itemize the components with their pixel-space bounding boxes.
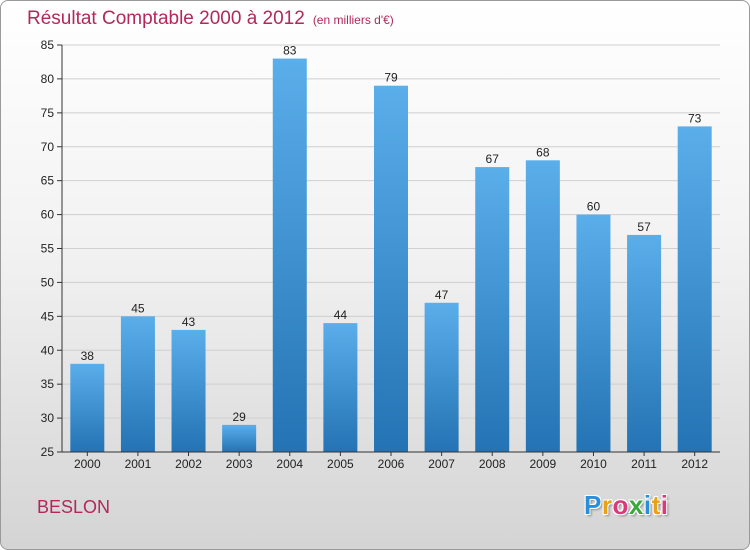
x-tick-label-2006: 2006 bbox=[378, 457, 405, 471]
x-tick-label-2004: 2004 bbox=[276, 457, 303, 471]
y-tick-label: 65 bbox=[41, 174, 55, 188]
logo-letter: r bbox=[601, 490, 613, 520]
value-label-2009: 68 bbox=[536, 145, 550, 159]
value-label-2004: 83 bbox=[283, 44, 297, 58]
x-tick-label-2000: 2000 bbox=[74, 457, 101, 471]
commune-name: BESLON bbox=[37, 497, 111, 517]
value-label-2002: 43 bbox=[182, 315, 196, 329]
bar-2001[interactable] bbox=[120, 316, 155, 452]
value-label-2007: 47 bbox=[435, 288, 449, 302]
bar-2003[interactable] bbox=[222, 424, 257, 452]
bar-2011[interactable] bbox=[627, 234, 662, 452]
y-tick-label: 60 bbox=[41, 208, 55, 222]
x-tick-label-2002: 2002 bbox=[175, 457, 202, 471]
value-label-2006: 79 bbox=[384, 71, 398, 85]
bars: 38 45 43 29 83 44 79 47 67 68 60 57 73 bbox=[70, 44, 712, 453]
value-label-2012: 73 bbox=[688, 111, 702, 125]
bar-2005[interactable] bbox=[323, 323, 358, 452]
logo-letter: P bbox=[584, 490, 602, 520]
value-label-2000: 38 bbox=[81, 349, 95, 363]
logo-letter: i bbox=[643, 490, 652, 520]
y-tick-label: 30 bbox=[41, 411, 55, 425]
bar-2004[interactable] bbox=[272, 58, 307, 453]
logo-letter: o bbox=[612, 490, 629, 520]
bar-2009[interactable] bbox=[525, 160, 560, 453]
logo-letter: x bbox=[628, 490, 644, 520]
y-tick-label: 70 bbox=[41, 140, 55, 154]
value-label-2003: 29 bbox=[232, 410, 246, 424]
bar-2012[interactable] bbox=[677, 126, 712, 453]
bar-2002[interactable] bbox=[171, 329, 206, 452]
y-tick-label: 35 bbox=[41, 377, 55, 391]
y-tick-label: 75 bbox=[41, 106, 55, 120]
bar-2007[interactable] bbox=[424, 302, 459, 452]
bar-2006[interactable] bbox=[374, 85, 408, 452]
x-tick-label-2003: 2003 bbox=[226, 457, 253, 471]
x-tick-label-2007: 2007 bbox=[428, 457, 455, 471]
y-tick-label: 40 bbox=[41, 343, 55, 357]
value-label-2008: 67 bbox=[486, 152, 500, 166]
value-label-2011: 57 bbox=[637, 220, 651, 234]
value-label-2010: 60 bbox=[587, 200, 601, 214]
x-tick-label-2001: 2001 bbox=[125, 457, 152, 471]
chart-unit: (en milliers d'€) bbox=[312, 13, 394, 27]
bar-2010[interactable] bbox=[576, 214, 611, 452]
logo-letter: i bbox=[660, 490, 669, 520]
x-tick-label-2009: 2009 bbox=[529, 457, 556, 471]
y-tick-label: 45 bbox=[41, 309, 55, 323]
x-tick-label-2010: 2010 bbox=[580, 457, 607, 471]
x-tick-label-2011: 2011 bbox=[631, 457, 657, 471]
value-label-2001: 45 bbox=[131, 301, 145, 315]
y-tick-label: 25 bbox=[41, 445, 55, 459]
chart-title-block: Résultat Comptable 2000 à 2012 (en millie… bbox=[27, 8, 394, 30]
bar-2000[interactable] bbox=[70, 363, 105, 452]
y-tick-label: 80 bbox=[41, 72, 55, 86]
logo-letter: t bbox=[651, 490, 661, 520]
proxiti-logo[interactable]: Proxiti bbox=[584, 490, 668, 521]
y-tick-label: 85 bbox=[41, 38, 55, 52]
x-tick-label-2008: 2008 bbox=[479, 457, 506, 471]
y-tick-label: 55 bbox=[41, 242, 55, 256]
x-tick-label-2005: 2005 bbox=[327, 457, 354, 471]
x-tick-label-2012: 2012 bbox=[681, 457, 708, 471]
bar-2008[interactable] bbox=[475, 167, 510, 452]
value-label-2005: 44 bbox=[334, 308, 348, 322]
chart-title: Résultat Comptable 2000 à 2012 bbox=[27, 8, 305, 29]
y-tick-label: 50 bbox=[41, 275, 55, 289]
axes: 25 30 35 40 45 50 55 60 65 70 75 80 85 2000 2001 2002 20… bbox=[41, 38, 720, 471]
